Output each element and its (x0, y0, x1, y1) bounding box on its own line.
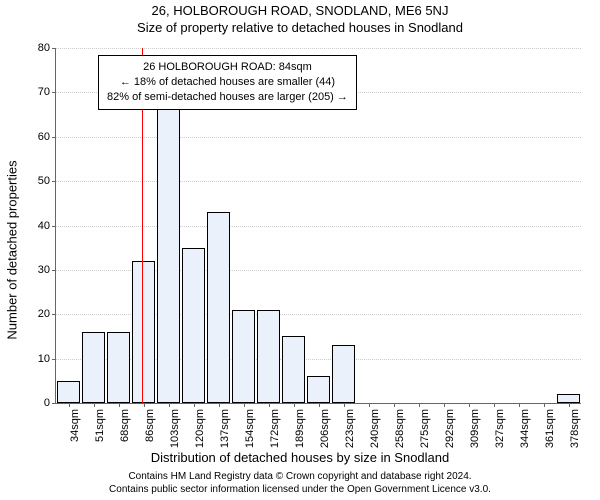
ytick-label: 40 (38, 220, 56, 232)
xtick-label: 240sqm (369, 409, 381, 448)
xtick-mark (69, 403, 70, 407)
xtick-mark (394, 403, 395, 407)
xtick-label: 275sqm (419, 409, 431, 448)
xtick-mark (569, 403, 570, 407)
xtick-label: 120sqm (194, 409, 206, 448)
xtick-label: 86sqm (144, 409, 156, 442)
xtick-mark (244, 403, 245, 407)
annotation-line: 26 HOLBOROUGH ROAD: 84sqm (107, 60, 348, 75)
xtick-label: 206sqm (319, 409, 331, 448)
histogram-bar (132, 261, 156, 403)
xtick-mark (294, 403, 295, 407)
histogram-bar (82, 332, 106, 403)
histogram-bar (332, 345, 356, 403)
xtick-label: 154sqm (244, 409, 256, 448)
histogram-bar (57, 381, 81, 403)
histogram-bar (157, 106, 181, 403)
xtick-mark (419, 403, 420, 407)
xtick-label: 34sqm (69, 409, 81, 442)
xtick-mark (444, 403, 445, 407)
xtick-label: 137sqm (219, 409, 231, 448)
xtick-mark (169, 403, 170, 407)
gridline-h (56, 226, 581, 227)
xtick-mark (544, 403, 545, 407)
xtick-mark (494, 403, 495, 407)
xtick-label: 292sqm (444, 409, 456, 448)
gridline-h (56, 48, 581, 49)
xtick-mark (469, 403, 470, 407)
xtick-label: 378sqm (569, 409, 581, 448)
gridline-h (56, 181, 581, 182)
gridline-h (56, 137, 581, 138)
xtick-mark (369, 403, 370, 407)
ytick-label: 50 (38, 175, 56, 187)
histogram-bar (232, 310, 256, 403)
ytick-label: 30 (38, 264, 56, 276)
xtick-mark (519, 403, 520, 407)
xtick-label: 172sqm (269, 409, 281, 448)
annotation-line: ← 18% of detached houses are smaller (44… (107, 75, 348, 90)
histogram-bar (307, 376, 331, 403)
y-axis-label: Number of detached properties (5, 160, 20, 339)
xtick-label: 258sqm (394, 409, 406, 448)
ytick-label: 20 (38, 308, 56, 320)
footer-attribution: Contains HM Land Registry data © Crown c… (0, 470, 600, 496)
histogram-bar (557, 394, 581, 403)
histogram-bar (257, 310, 281, 403)
ytick-label: 60 (38, 131, 56, 143)
xtick-mark (269, 403, 270, 407)
xtick-label: 189sqm (294, 409, 306, 448)
plot-area: 0102030405060708034sqm51sqm68sqm86sqm103… (55, 48, 581, 404)
xtick-label: 309sqm (469, 409, 481, 448)
chart-subtitle: Size of property relative to detached ho… (0, 20, 600, 35)
annotation-box: 26 HOLBOROUGH ROAD: 84sqm← 18% of detach… (98, 55, 357, 110)
ytick-label: 70 (38, 86, 56, 98)
chart-title: 26, HOLBOROUGH ROAD, SNODLAND, ME6 5NJ (0, 3, 600, 18)
histogram-bar (182, 248, 206, 403)
histogram-bar (207, 212, 231, 403)
xtick-label: 223sqm (344, 409, 356, 448)
xtick-label: 327sqm (494, 409, 506, 448)
histogram-bar (107, 332, 131, 403)
xtick-mark (194, 403, 195, 407)
xtick-label: 51sqm (94, 409, 106, 442)
xtick-label: 103sqm (169, 409, 181, 448)
xtick-label: 344sqm (519, 409, 531, 448)
footer-line-2: Contains public sector information licen… (0, 483, 600, 496)
annotation-line: 82% of semi-detached houses are larger (… (107, 90, 348, 105)
footer-line-1: Contains HM Land Registry data © Crown c… (0, 470, 600, 483)
xtick-label: 361sqm (544, 409, 556, 448)
ytick-label: 0 (44, 397, 56, 409)
xtick-mark (344, 403, 345, 407)
x-axis-label: Distribution of detached houses by size … (0, 450, 600, 465)
ytick-label: 80 (38, 42, 56, 54)
xtick-label: 68sqm (119, 409, 131, 442)
ytick-label: 10 (38, 353, 56, 365)
xtick-mark (94, 403, 95, 407)
xtick-mark (219, 403, 220, 407)
xtick-mark (144, 403, 145, 407)
xtick-mark (319, 403, 320, 407)
xtick-mark (119, 403, 120, 407)
histogram-bar (282, 336, 306, 403)
